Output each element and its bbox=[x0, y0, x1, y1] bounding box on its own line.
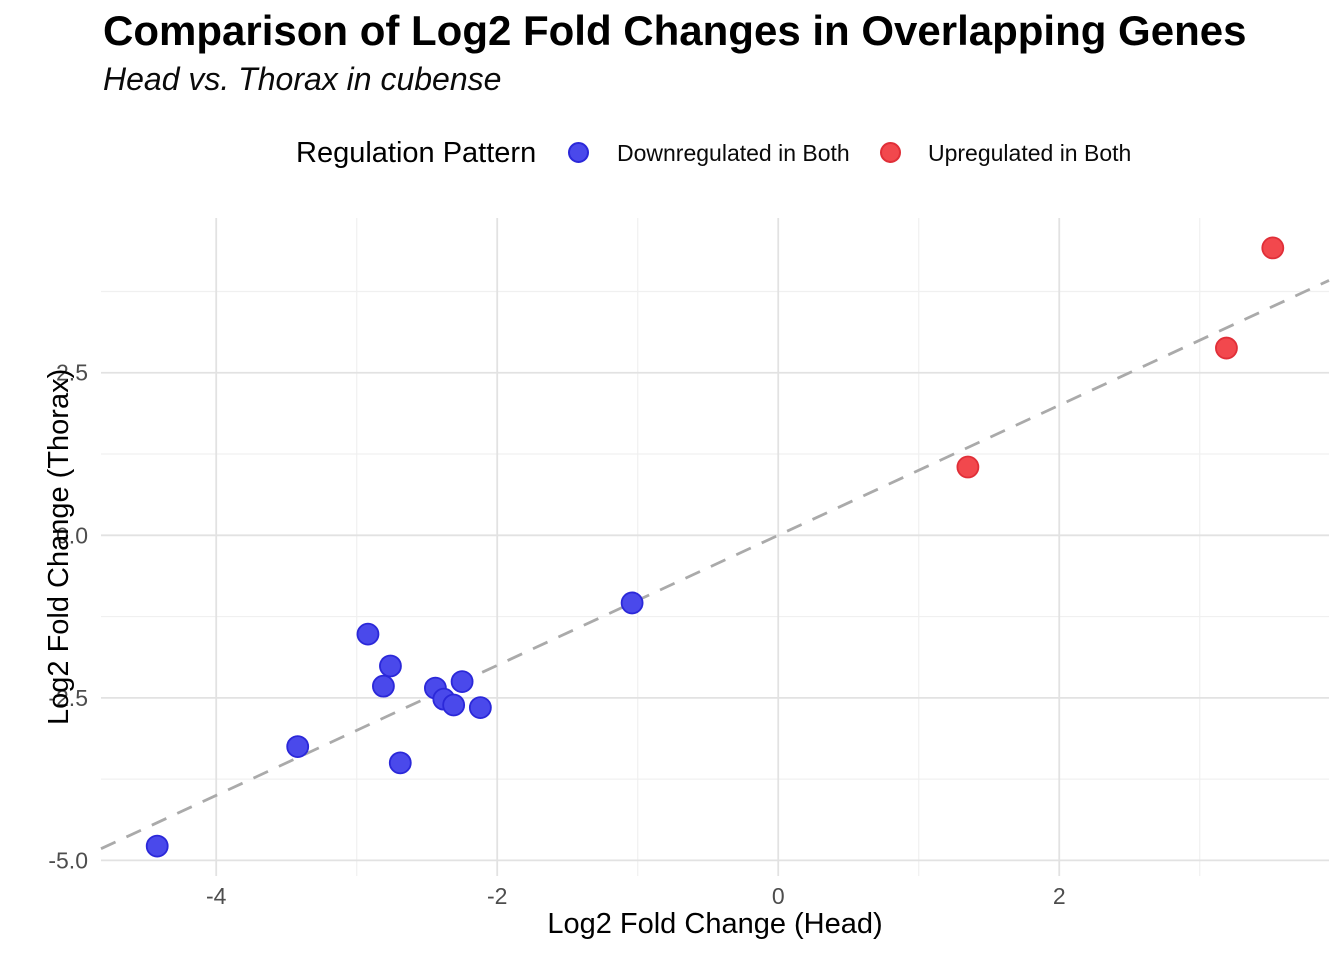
x-tick-label: 0 bbox=[772, 883, 785, 909]
y-tick-label: 2.5 bbox=[56, 360, 88, 386]
data-point-downregulated bbox=[388, 751, 412, 775]
data-point-downregulated bbox=[372, 674, 395, 698]
legend-label-upregulated: Upregulated in Both bbox=[928, 140, 1132, 166]
chart-title: Comparison of Log2 Fold Changes in Overl… bbox=[103, 7, 1247, 54]
legend-swatch-downregulated-icon bbox=[568, 142, 589, 163]
legend-title: Regulation Pattern bbox=[296, 137, 537, 169]
x-tick-label: -2 bbox=[487, 883, 507, 909]
data-point-downregulated bbox=[442, 693, 466, 717]
y-tick-label: 0.0 bbox=[56, 522, 88, 548]
x-tick-label: -4 bbox=[206, 883, 227, 909]
identity-reference-line bbox=[100, 279, 1330, 850]
data-point-downregulated bbox=[620, 591, 644, 615]
data-point-upregulated bbox=[1261, 236, 1285, 260]
y-axis-title: Log2 Fold Change (Thorax) bbox=[43, 368, 75, 725]
y-tick-label: -2.5 bbox=[48, 685, 88, 711]
data-point-downregulated bbox=[286, 735, 310, 759]
data-point-downregulated bbox=[468, 696, 492, 719]
x-tick-label: 2 bbox=[1053, 883, 1066, 909]
data-point-downregulated bbox=[450, 670, 474, 693]
legend-swatch-upregulated-icon bbox=[880, 142, 901, 163]
data-point-downregulated bbox=[379, 654, 402, 678]
chart-subtitle: Head vs. Thorax in cubense bbox=[103, 61, 502, 97]
data-point-upregulated bbox=[956, 455, 980, 479]
x-axis-title: Log2 Fold Change (Head) bbox=[547, 908, 883, 940]
data-point-upregulated bbox=[1215, 336, 1238, 360]
y-tick-label: -5.0 bbox=[48, 847, 88, 873]
data-point-downregulated bbox=[145, 834, 169, 858]
legend-label-downregulated: Downregulated in Both bbox=[617, 140, 850, 166]
data-point-downregulated bbox=[356, 622, 380, 646]
